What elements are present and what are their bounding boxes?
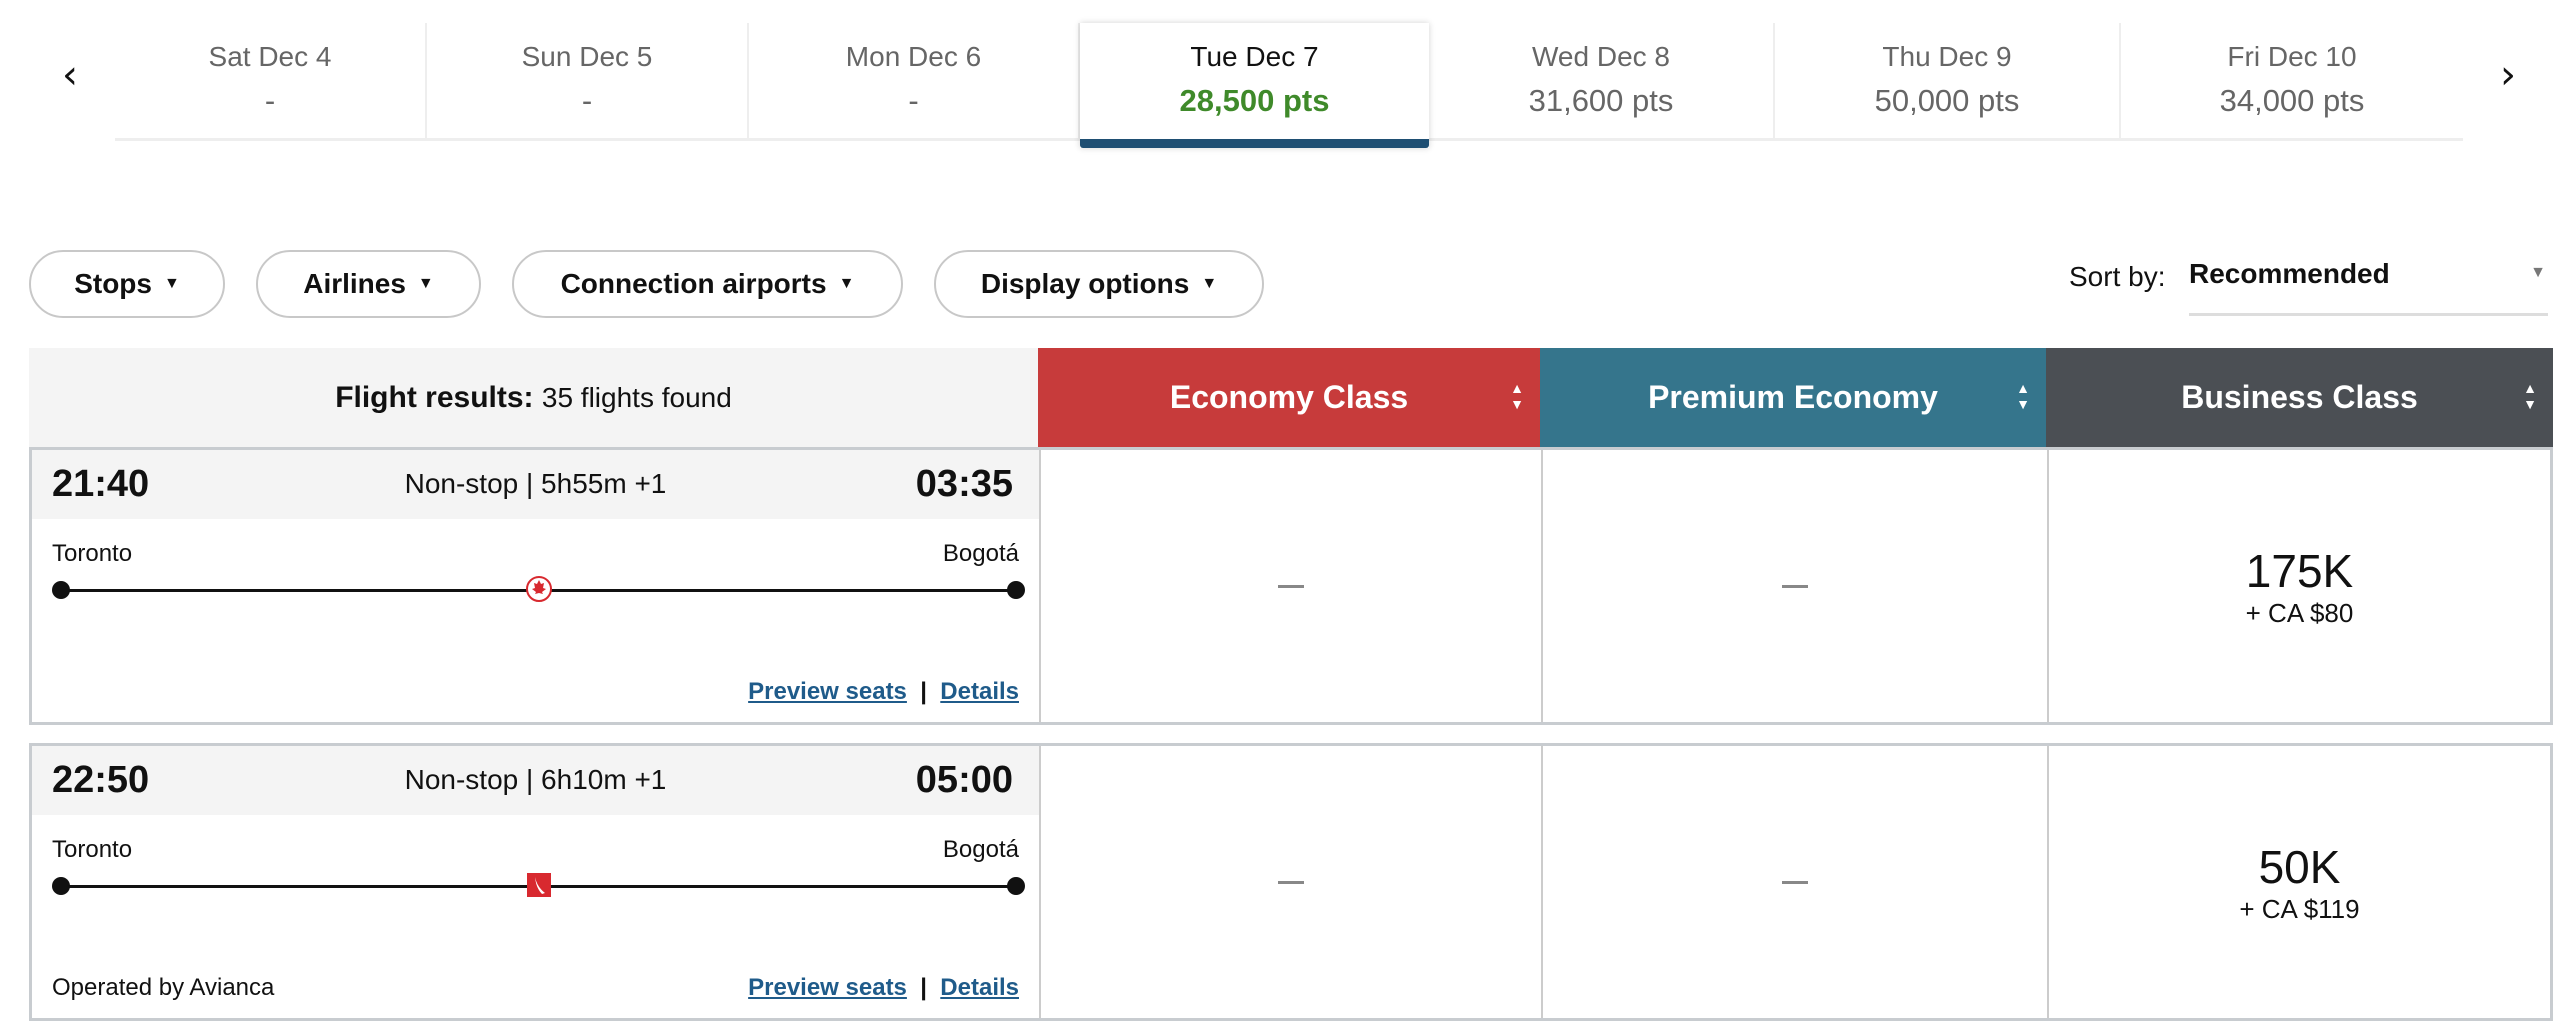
flight-row: 22:50 Non-stop | 6h10m +1 05:00 Toronto Bo… (29, 743, 2553, 1021)
button-label: Airlines (303, 268, 406, 299)
destination-dot (1007, 877, 1025, 895)
premium-economy-header[interactable]: Premium Economy ▲ ▼ (1540, 348, 2046, 447)
business-fare-cell[interactable]: 175K + CA $80 (2049, 450, 2550, 722)
economy-class-header[interactable]: Economy Class ▲ ▼ (1038, 348, 1540, 447)
date-tab-mon-dec-6[interactable]: Mon Dec 6 - (749, 23, 1080, 138)
flight-summary: Non-stop | 5h55m +1 (404, 468, 667, 499)
column-label: Economy Class (1169, 379, 1409, 415)
preview-seats-link[interactable]: Preview seats (748, 678, 907, 705)
destination-city: Bogotá (942, 540, 1019, 567)
caret-down-icon: ▼ (1201, 275, 1218, 292)
date-points: 34,000 pts (2219, 83, 2365, 118)
date-label: Tue Dec 7 (1190, 41, 1319, 72)
business-fee: + CA $119 (2239, 893, 2360, 924)
business-fare-cell[interactable]: 50K + CA $119 (2049, 746, 2550, 1018)
details-link[interactable]: Details (940, 678, 1019, 705)
date-tab-wed-dec-8[interactable]: Wed Dec 8 31,600 pts (1429, 23, 1775, 138)
button-label: Connection airports (560, 268, 827, 299)
unavailable-dash (1278, 584, 1304, 588)
date-label: Mon Dec 6 (845, 41, 982, 72)
preview-seats-link[interactable]: Preview seats (748, 974, 907, 1001)
arrival-time: 05:00 (915, 759, 1013, 801)
caret-down-icon: ▼ (163, 275, 180, 292)
button-label: Display options (980, 268, 1190, 299)
business-class-header[interactable]: Business Class ▲ ▼ (2046, 348, 2553, 447)
stops-filter-button[interactable]: Stops ▼ (29, 250, 225, 318)
flight-row: 21:40 Non-stop | 5h55m +1 03:35 Toronto Bo… (29, 447, 2553, 725)
date-points: 28,500 pts (1179, 83, 1330, 118)
date-tab-fri-dec-10[interactable]: Fri Dec 10 34,000 pts (2121, 23, 2463, 138)
flight-links: Preview seats | Details (748, 678, 1019, 705)
date-selector: Sat Dec 4 - Sun Dec 5 - Mon Dec 6 - Tue Dec… (115, 23, 2463, 148)
date-tab-sat-dec-4[interactable]: Sat Dec 4 - (115, 23, 427, 138)
air-canada-maple-leaf-icon (525, 576, 552, 602)
route-line (52, 576, 1025, 602)
date-label: Sun Dec 5 (521, 41, 653, 72)
route-line (52, 873, 1025, 897)
economy-fare-cell (1041, 746, 1543, 1018)
departure-time: 21:40 (52, 463, 150, 505)
destination-dot (1007, 581, 1025, 599)
origin-dot (52, 877, 70, 895)
premium-fare-cell (1543, 746, 2049, 1018)
date-tab-thu-dec-9[interactable]: Thu Dec 9 50,000 pts (1775, 23, 2121, 138)
caret-down-icon: ▼ (2530, 264, 2546, 281)
connection-airports-filter-button[interactable]: Connection airports ▼ (512, 250, 903, 318)
date-label: Sat Dec 4 (208, 41, 332, 72)
date-points: - (908, 83, 919, 118)
unavailable-dash (1782, 584, 1808, 588)
flight-info: 21:40 Non-stop | 5h55m +1 03:35 Toronto Bo… (32, 450, 1041, 722)
button-label: Stops (74, 268, 152, 299)
airlines-filter-button[interactable]: Airlines ▼ (256, 250, 481, 318)
origin-city: Toronto (52, 540, 133, 567)
next-dates-button[interactable]: › (2500, 52, 2516, 98)
date-tab-sun-dec-5[interactable]: Sun Dec 5 - (427, 23, 749, 138)
column-label: Premium Economy (1648, 379, 1938, 415)
operated-by: Operated by Avianca (52, 974, 275, 1001)
date-points: - (581, 83, 593, 118)
arrival-time: 03:35 (915, 463, 1013, 505)
economy-fare-cell (1041, 450, 1543, 722)
unavailable-dash (1782, 880, 1808, 884)
flight-info: 22:50 Non-stop | 6h10m +1 05:00 Toronto Bo… (32, 746, 1041, 1018)
date-points: 50,000 pts (1874, 83, 2020, 118)
date-label: Wed Dec 8 (1532, 41, 1670, 72)
flight-results-header: Flight results: 35 flights found (29, 348, 1038, 447)
origin-dot (52, 581, 70, 599)
column-label: Business Class (2181, 379, 2418, 415)
premium-fare-cell (1543, 450, 2049, 722)
sort-arrows-icon[interactable]: ▲ ▼ (1510, 380, 1524, 412)
date-label: Fri Dec 10 (2227, 41, 2357, 72)
sort-value: Recommended (2189, 258, 2390, 289)
date-tab-tue-dec-7[interactable]: Tue Dec 7 28,500 pts (1080, 23, 1429, 148)
unavailable-dash (1278, 880, 1304, 884)
caret-down-icon: ▼ (838, 275, 855, 292)
business-points: 50K (2258, 840, 2341, 893)
sort-by-label: Sort by: (2069, 261, 2166, 292)
sort-select[interactable]: Recommended ▼ (2189, 258, 2548, 316)
flight-summary: Non-stop | 6h10m +1 (404, 764, 667, 795)
business-points: 175K (2245, 544, 2354, 597)
date-label: Thu Dec 9 (1882, 41, 2012, 72)
caret-down-icon: ▼ (417, 275, 434, 292)
results-label: Flight results: (335, 380, 534, 414)
date-points: - (264, 83, 276, 118)
details-link[interactable]: Details (940, 974, 1019, 1001)
display-options-button[interactable]: Display options ▼ (934, 250, 1264, 318)
destination-city: Bogotá (942, 836, 1019, 863)
departure-time: 22:50 (52, 759, 150, 801)
business-fee: + CA $80 (2245, 597, 2354, 628)
avianca-logo-icon (526, 873, 551, 897)
prev-dates-button[interactable]: ‹ (62, 52, 78, 98)
sort-arrows-icon[interactable]: ▲ ▼ (2016, 380, 2030, 412)
date-points: 31,600 pts (1528, 83, 1674, 118)
sort-arrows-icon[interactable]: ▲ ▼ (2523, 380, 2537, 412)
results-count: 35 flights found (541, 381, 732, 413)
origin-city: Toronto (52, 836, 133, 863)
flight-links: Preview seats | Details (748, 974, 1019, 1001)
